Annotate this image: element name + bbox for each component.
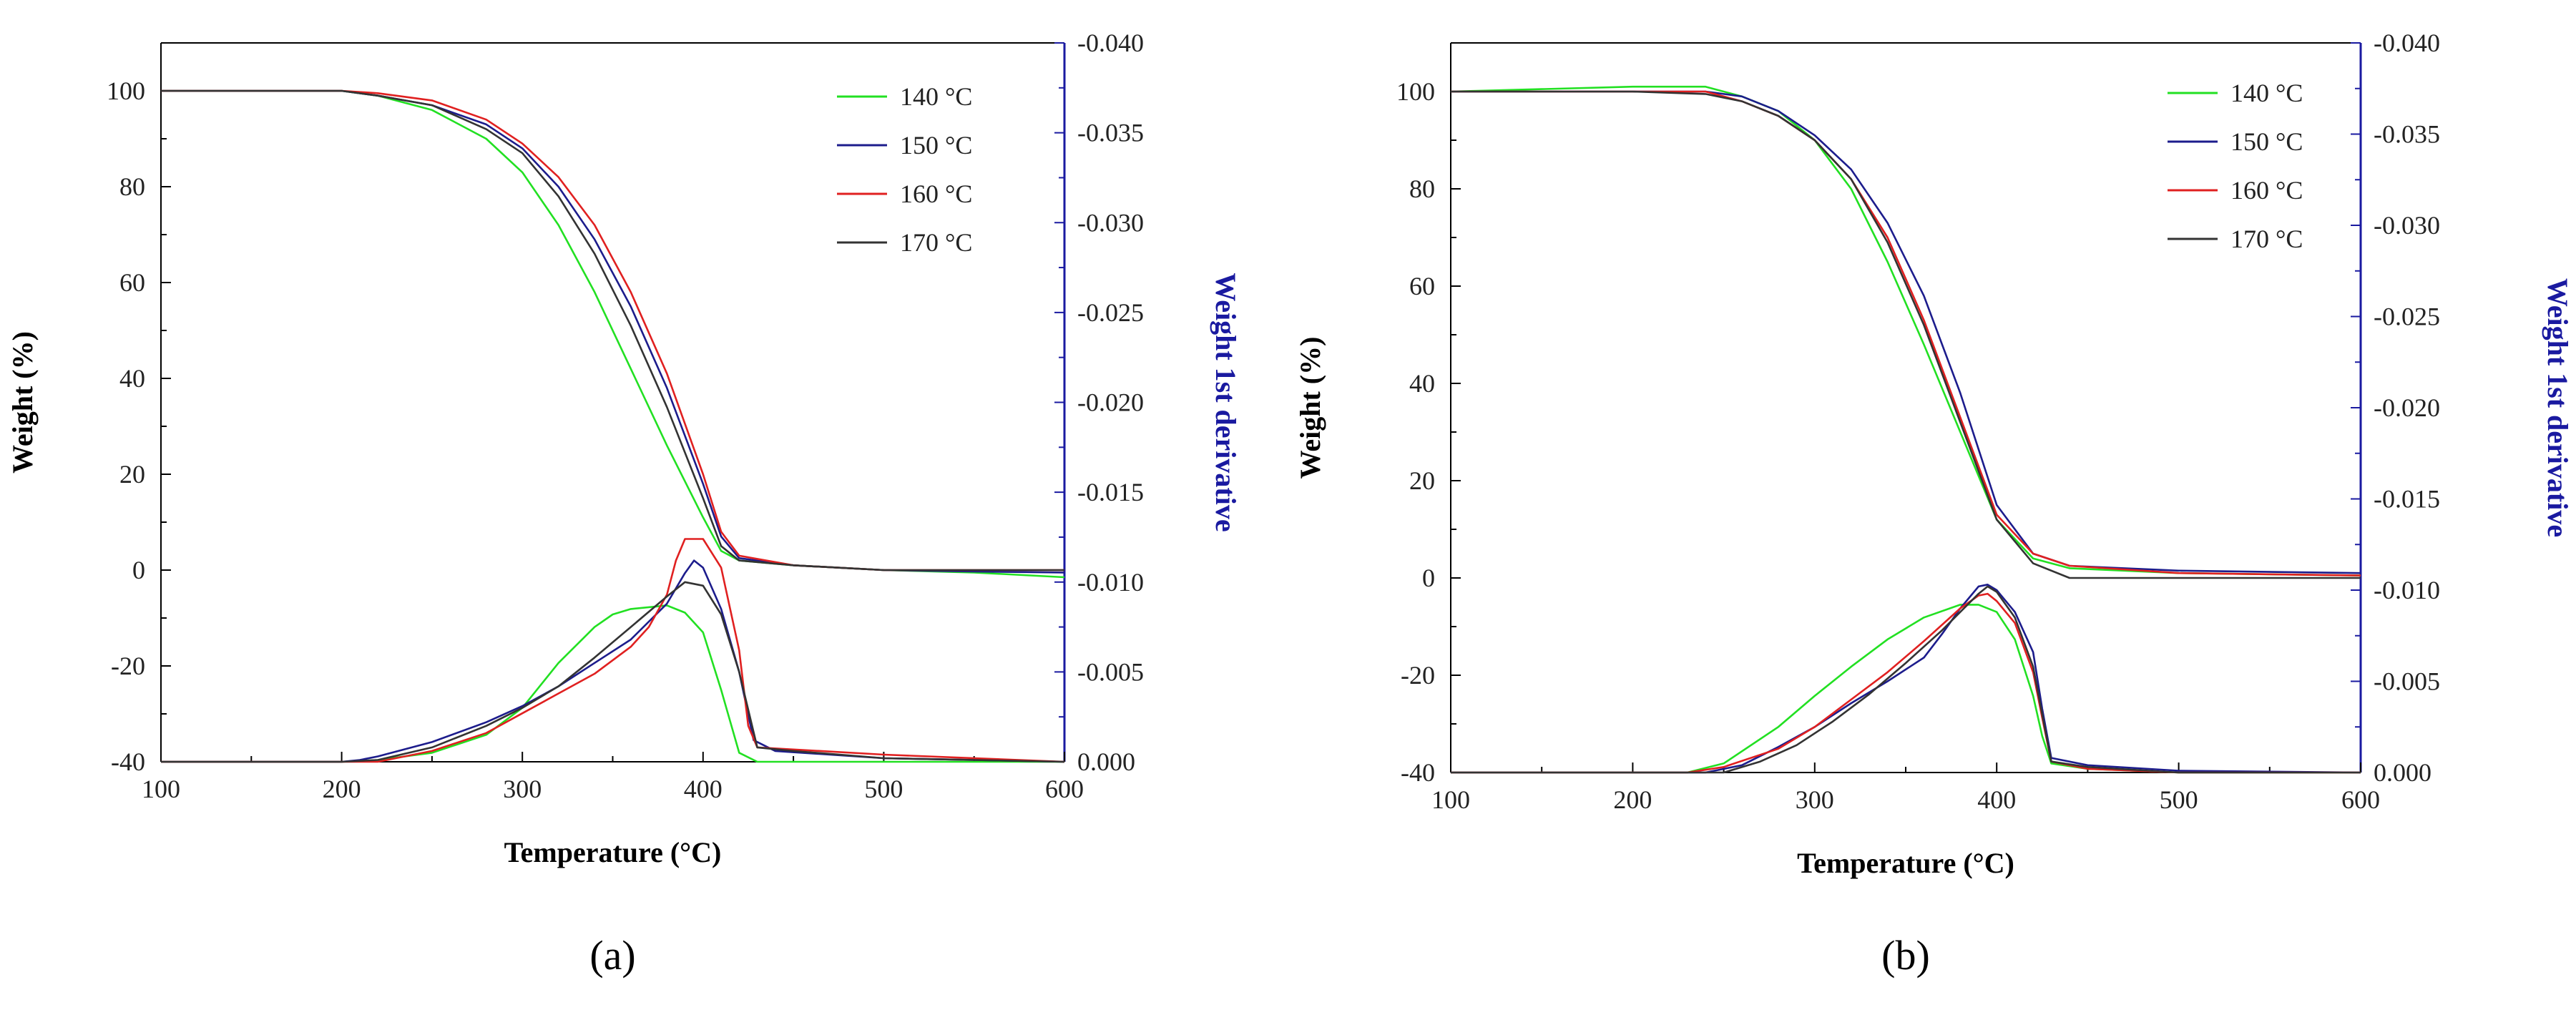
y2-tick-label: -0.010 <box>1077 568 1144 597</box>
series-140-derivative-line <box>161 604 1064 763</box>
y2-axis-title: Weight 1st derivative <box>1210 273 1242 531</box>
x-tick-label: 100 <box>1431 785 1470 814</box>
y-tick-label: -20 <box>1401 661 1435 690</box>
y2-tick-label: -0.020 <box>1077 388 1144 417</box>
y-tick-label: 20 <box>119 460 145 489</box>
x-tick-label: 300 <box>1796 785 1834 814</box>
y2-tick-label: -0.030 <box>2374 211 2440 240</box>
chart-panel-b: 100 200 300 400 500 600 100 80 60 40 20 0 -20 -40 -0.0… <box>1288 0 2576 1016</box>
y-tick-label: 80 <box>119 172 145 201</box>
y-tick-label: 40 <box>119 364 145 393</box>
x-tick-label: 400 <box>684 775 723 803</box>
y2-tick-label: -0.035 <box>1077 119 1144 147</box>
x-tick-label: 200 <box>1613 785 1652 814</box>
y2-tick-label: -0.040 <box>1077 29 1144 57</box>
y2-axis-title: Weight 1st derivative <box>2542 278 2574 537</box>
y-tick-label: 0 <box>132 556 145 584</box>
y2-tick-label: 0.000 <box>2374 758 2431 787</box>
y-tick-label: 80 <box>1409 175 1435 203</box>
y-tick-label: -20 <box>111 652 145 680</box>
series-140-weight-line <box>161 89 1065 579</box>
legend-label-150: 150 °C <box>900 131 972 160</box>
series-140-derivative-line <box>1451 604 2361 774</box>
y2-tick-label: -0.040 <box>2374 29 2440 57</box>
y-tick-label: 0 <box>1422 564 1435 592</box>
y2-tick-label: -0.020 <box>2374 393 2440 422</box>
x-tick-label: 600 <box>2341 785 2380 814</box>
x-tick-label: 400 <box>1977 785 2016 814</box>
x-tick-label: 300 <box>503 775 542 803</box>
series-160-derivative-line <box>161 538 1065 763</box>
y-tick-label: -40 <box>111 747 145 776</box>
x-tick-label: 500 <box>864 775 903 803</box>
y2-tick-label: -0.030 <box>1077 208 1144 237</box>
y-tick-label: 60 <box>119 268 145 297</box>
chart-panel-a: 100 200 300 400 500 600 100 80 60 40 20 0 -20 -40 -0.0… <box>0 0 1288 1016</box>
y-tick-label: 100 <box>1396 77 1435 106</box>
series-170-weight-line <box>1451 90 2361 579</box>
y2-tick-label: -0.005 <box>1077 657 1144 686</box>
series-150-weight-line <box>1451 90 2361 574</box>
y2-tick-label: -0.015 <box>1077 478 1144 506</box>
chart-a: 100 200 300 400 500 600100806040200-20-40-0.0… <box>6 29 1242 979</box>
y2-tick-label: -0.005 <box>2374 667 2440 696</box>
y2-tick-label: -0.025 <box>1077 298 1144 327</box>
series-160-weight-line <box>1451 90 2361 577</box>
series-140-weight-line <box>1450 85 2361 577</box>
series-160-derivative-line <box>1451 592 2361 774</box>
series-150-derivative-line <box>161 559 1065 763</box>
legend-label-170: 170 °C <box>900 228 972 257</box>
y2-tick-label: -0.015 <box>2374 485 2440 514</box>
legend-label-140: 140 °C <box>2230 79 2303 107</box>
x-axis-title: Temperature (°C) <box>1797 847 2014 879</box>
x-tick-label: 200 <box>323 775 361 803</box>
legend-label-170: 170 °C <box>2230 225 2303 253</box>
chart-b: 100 200 300 400 500 600100806040200-20-40-0.0… <box>1294 29 2574 979</box>
y-tick-label: 60 <box>1409 272 1435 300</box>
y2-tick-label: -0.025 <box>2374 303 2440 331</box>
series-170-weight-line <box>161 89 1064 572</box>
x-tick-label: 500 <box>2160 785 2198 814</box>
series-150-derivative-line <box>1451 583 2361 774</box>
x-tick-label: 100 <box>142 775 180 803</box>
y-tick-label: 40 <box>1409 369 1435 398</box>
y2-tick-label: 0.000 <box>1077 747 1135 776</box>
legend-label-160: 160 °C <box>900 180 972 208</box>
y-tick-label: 20 <box>1409 466 1435 495</box>
x-tick-label: 600 <box>1045 775 1084 803</box>
y2-tick-label: -0.035 <box>2374 120 2440 149</box>
series-170-derivative-line <box>161 581 1065 763</box>
x-axis-title: Temperature (°C) <box>504 836 722 868</box>
legend-label-160: 160 °C <box>2230 176 2303 205</box>
panel-label: (a) <box>589 932 635 979</box>
y-axis-title: Weight (%) <box>1294 337 1326 479</box>
series-170-derivative-line <box>1451 585 2361 774</box>
panel-label: (b) <box>1881 932 1930 979</box>
legend-label-150: 150 °C <box>2230 127 2303 156</box>
y-tick-label: 100 <box>107 77 145 105</box>
y-tick-label: -40 <box>1401 758 1435 787</box>
legend-label-140: 140 °C <box>900 82 972 111</box>
y-axis-title: Weight (%) <box>6 331 39 474</box>
y2-tick-label: -0.010 <box>2374 576 2440 604</box>
